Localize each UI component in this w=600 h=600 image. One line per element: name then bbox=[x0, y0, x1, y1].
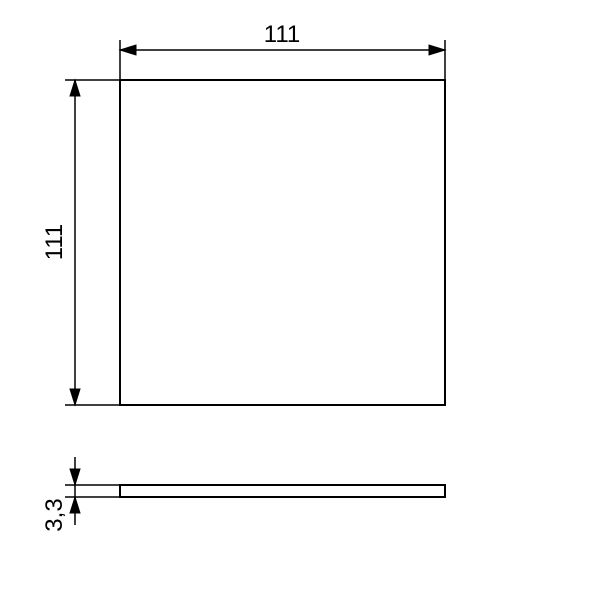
dimension-drawing: 111 111 3,3 bbox=[0, 0, 600, 600]
dim-width-label: 111 bbox=[264, 21, 300, 48]
side-view-rect bbox=[120, 485, 445, 497]
dim-thickness-label: 3,3 bbox=[41, 498, 68, 531]
front-view-rect bbox=[120, 80, 445, 405]
dim-height-label: 111 bbox=[41, 224, 68, 260]
